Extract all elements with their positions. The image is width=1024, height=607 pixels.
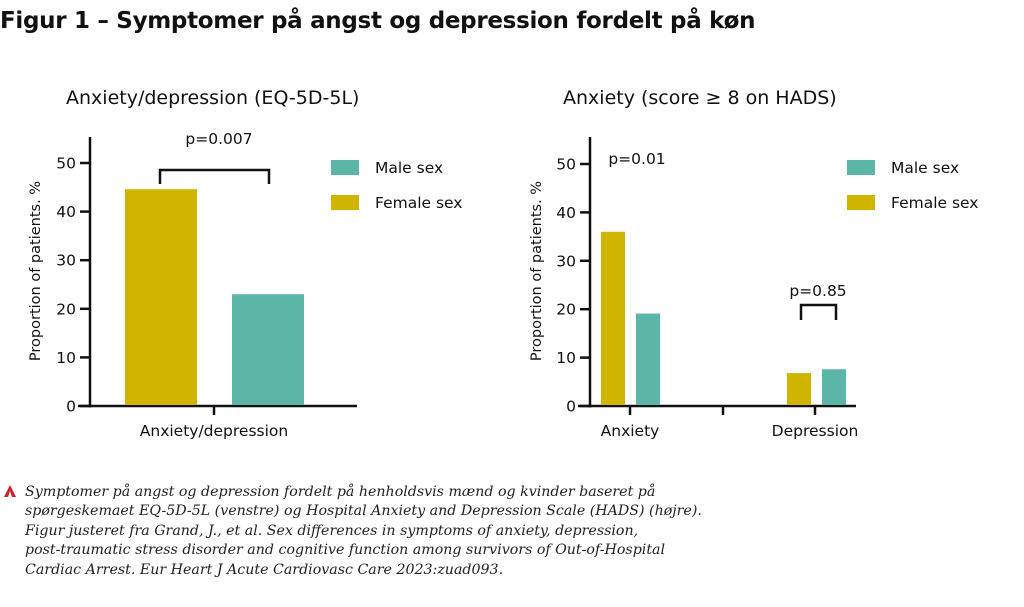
figure-charts: Anxiety/depression (EQ-5D-5L) Proportion… xyxy=(28,87,978,440)
bar-female-anxiety-depression xyxy=(125,189,197,405)
bar-female-depression xyxy=(787,373,811,405)
legend-label: Female sex xyxy=(375,194,462,212)
bar-female-anxiety xyxy=(601,231,625,405)
caption-line: Cardiac Arrest. Eur Heart J Acute Cardio… xyxy=(25,561,504,578)
y-tick-label: 0 xyxy=(566,398,576,416)
caption-line: post-traumatic stress disorder and cogni… xyxy=(25,542,666,559)
figure-title: Figur 1 – Symptomer på angst og depressi… xyxy=(0,8,756,34)
bar-male-anxiety xyxy=(636,313,660,405)
y-tick-label: 30 xyxy=(556,252,576,270)
legend-swatch-male xyxy=(847,160,875,175)
x-tick-label: Depression xyxy=(772,422,859,440)
chart-anxiety-depression-eq5d: Anxiety/depression (EQ-5D-5L) Proportion… xyxy=(28,87,462,440)
y-tick-label: 50 xyxy=(556,156,576,174)
triangle-up-icon xyxy=(4,485,16,497)
legend: Male sex Female sex xyxy=(847,159,978,212)
caption-line: Symptomer på angst og depression fordelt… xyxy=(25,484,656,500)
axes: 0 10 20 30 40 50 Anxiety Depression xyxy=(556,137,858,440)
legend-label: Male sex xyxy=(375,159,443,177)
bar-male-depression xyxy=(822,369,846,405)
legend-label: Male sex xyxy=(891,159,959,177)
p-value-label: p=0.007 xyxy=(185,130,252,148)
bars xyxy=(601,231,846,405)
significance-bracket xyxy=(158,168,271,184)
y-tick-label: 30 xyxy=(56,252,76,270)
figure-caption: Symptomer på angst og depression fordelt… xyxy=(25,483,785,580)
y-tick-label: 20 xyxy=(556,301,576,319)
legend-swatch-female xyxy=(331,195,359,210)
legend-swatch-male xyxy=(331,160,359,175)
annotations: p=0.01 p=0.85 xyxy=(608,150,847,320)
y-tick-label: 40 xyxy=(56,203,76,221)
chart-title: Anxiety (score ≥ 8 on HADS) xyxy=(563,87,837,109)
y-tick-label: 0 xyxy=(66,398,76,416)
bar-male-anxiety-depression xyxy=(232,294,304,405)
p-value-label: p=0.01 xyxy=(608,150,665,168)
x-tick-label: Anxiety xyxy=(601,422,660,440)
bars xyxy=(125,189,304,405)
legend-label: Female sex xyxy=(891,194,978,212)
y-tick-label: 10 xyxy=(56,349,76,367)
y-tick-label: 40 xyxy=(556,204,576,222)
y-axis-label: Proportion of patients. % xyxy=(28,181,44,361)
y-tick-label: 10 xyxy=(556,349,576,367)
chart-anxiety-hads: Anxiety (score ≥ 8 on HADS) Proportion o… xyxy=(529,87,978,440)
caption-line: spørgeskemaet EQ-5D-5L (venstre) og Hosp… xyxy=(25,503,702,520)
x-tick-label: Anxiety/depression xyxy=(140,422,288,440)
p-value-label: p=0.85 xyxy=(789,282,846,300)
y-axis-label: Proportion of patients. % xyxy=(529,181,545,361)
annotations: p=0.007 xyxy=(158,130,271,184)
y-tick-label: 20 xyxy=(56,300,76,318)
caption-line: Figur justeret fra Grand, J., et al. Sex… xyxy=(25,522,639,539)
legend-swatch-female xyxy=(847,195,875,210)
chart-title: Anxiety/depression (EQ-5D-5L) xyxy=(66,87,359,109)
axes: 0 10 20 30 40 50 Anxiety/depression xyxy=(56,137,357,440)
legend: Male sex Female sex xyxy=(331,159,462,212)
significance-bracket xyxy=(799,303,838,320)
y-tick-label: 50 xyxy=(56,155,76,173)
